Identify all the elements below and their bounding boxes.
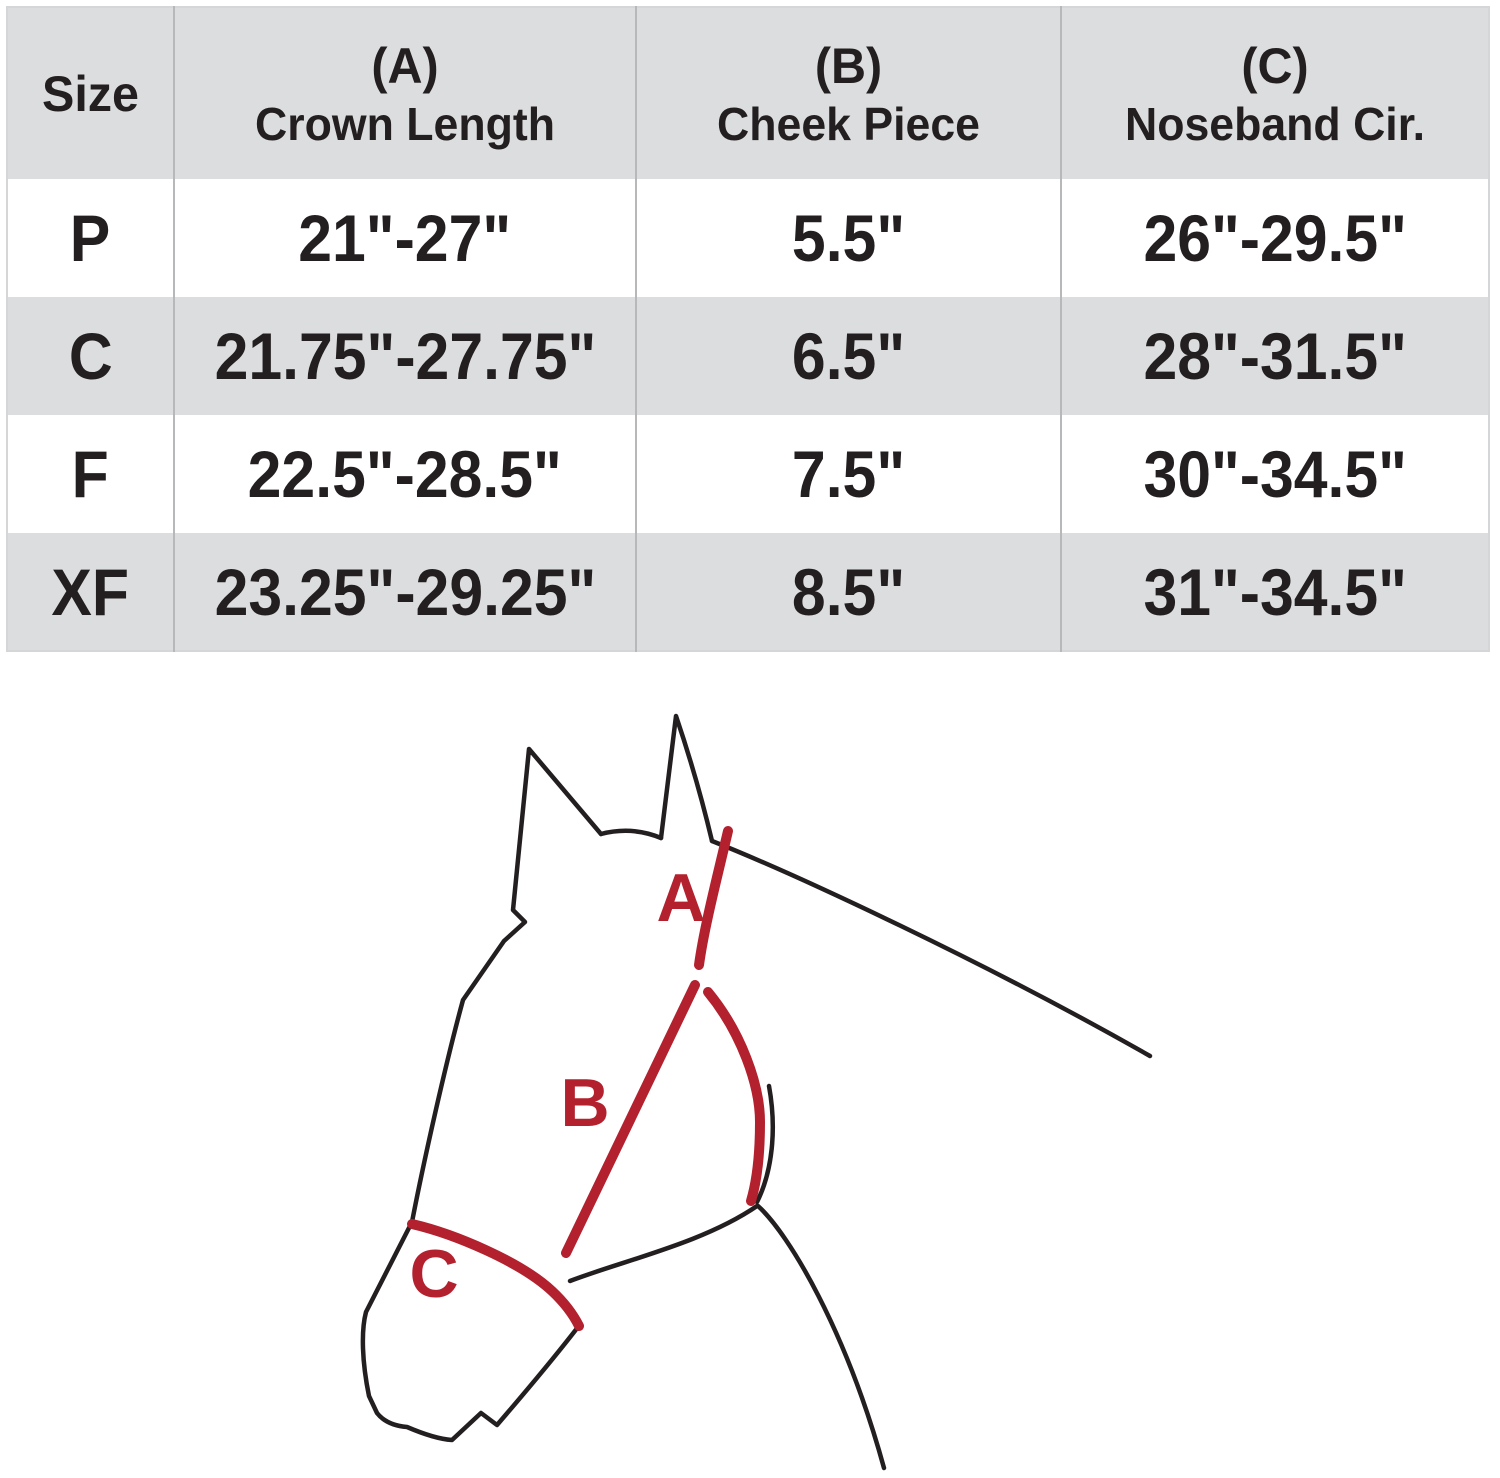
cell-noseband-cir: 31"-34.5" — [1060, 533, 1489, 651]
noseband-strap — [407, 1219, 584, 1331]
mane-line-path — [709, 838, 1153, 1059]
header-row: Size (A) Crown Length (B) Cheek Piece (C… — [7, 7, 1489, 179]
face-outline-path — [360, 746, 604, 1443]
col-header-crown-length: (A) Crown Length — [173, 7, 637, 179]
label-b-cheek: B — [560, 1065, 609, 1141]
col-header-size-label: Size — [41, 65, 140, 122]
col-header-cheek-piece-label: Cheek Piece — [717, 97, 980, 150]
col-header-size: Size — [7, 7, 175, 179]
cheek-arc-path — [754, 1083, 775, 1205]
table-row-cob: C 21.75"-27.75" 6.5" 28"-31.5" — [7, 297, 1489, 415]
col-header-noseband-cir: (C) Noseband Cir. — [1060, 7, 1489, 179]
col-header-noseband-cir-label: Noseband Cir. — [1124, 97, 1426, 150]
cell-crown-length: 21"-27" — [173, 179, 637, 297]
col-header-b-tag: (B) — [814, 37, 883, 94]
halter-straps — [407, 826, 766, 1331]
poll-line-path — [598, 828, 664, 841]
cell-cheek-piece: 7.5" — [635, 415, 1062, 533]
horse-head-diagram: A B C — [360, 713, 1153, 1471]
col-header-a-tag: (A) — [371, 37, 439, 94]
cell-size: C — [7, 297, 175, 415]
cell-size: F — [7, 415, 175, 533]
cell-crown-length: 22.5"-28.5" — [173, 415, 637, 533]
table-row-pony: P 21"-27" 5.5" 26"-29.5" — [7, 179, 1489, 297]
cell-noseband-cir: 28"-31.5" — [1060, 297, 1489, 415]
cheek-strap — [561, 980, 700, 1258]
horse-head-outline — [360, 713, 1153, 1471]
cell-cheek-piece: 6.5" — [635, 297, 1062, 415]
cell-crown-length: 21.75"-27.75" — [173, 297, 637, 415]
size-chart-table: Size (A) Crown Length (B) Cheek Piece (C… — [6, 6, 1490, 652]
diagram-labels: A B C — [409, 860, 705, 1312]
table-row-full: F 22.5"-28.5" 7.5" 30"-34.5" — [7, 415, 1489, 533]
cell-crown-length: 23.25"-29.25" — [173, 533, 637, 651]
mouth-line-path — [567, 1203, 760, 1284]
col-header-crown-length-label: Crown Length — [255, 97, 555, 150]
cell-size: XF — [7, 533, 175, 651]
col-header-cheek-piece: (B) Cheek Piece — [635, 7, 1062, 179]
cell-size: P — [7, 179, 175, 297]
right-ear-path — [658, 713, 715, 844]
throat-arc-strap — [703, 987, 766, 1206]
cell-cheek-piece: 8.5" — [635, 533, 1062, 651]
col-header-c-tag: (C) — [1241, 37, 1309, 94]
table-row-extra-full: XF 23.25"-29.25" 8.5" 31"-34.5" — [7, 533, 1489, 651]
label-a-crown: A — [656, 860, 705, 936]
cell-noseband-cir: 26"-29.5" — [1060, 179, 1489, 297]
label-c-noseband: C — [409, 1236, 458, 1312]
crown-strap — [694, 826, 733, 970]
cell-noseband-cir: 30"-34.5" — [1060, 415, 1489, 533]
chest-line-path — [755, 1203, 887, 1471]
cell-cheek-piece: 5.5" — [635, 179, 1062, 297]
